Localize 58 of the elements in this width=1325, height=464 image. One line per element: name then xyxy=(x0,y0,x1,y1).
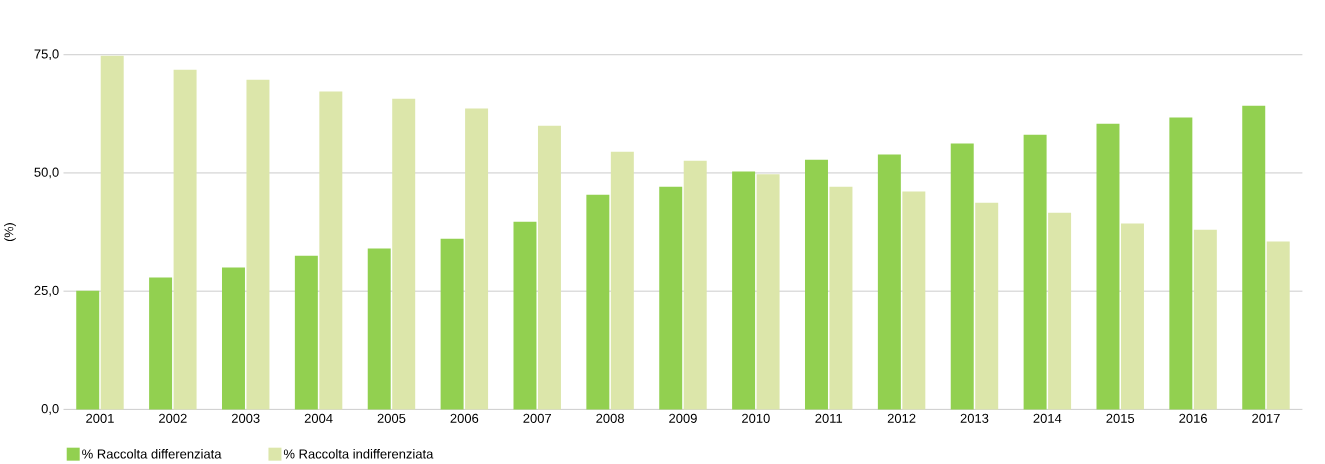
x-tick-label: 2010 xyxy=(742,413,770,423)
x-tick-label: 2011 xyxy=(815,413,843,423)
x-tick-label: 2005 xyxy=(377,413,406,423)
x-tick-label: 2007 xyxy=(523,413,552,423)
bar xyxy=(537,125,561,410)
bar xyxy=(465,108,489,410)
x-tick-label: 2002 xyxy=(159,413,187,423)
x-tick-label: 2016 xyxy=(1179,413,1207,423)
bar xyxy=(902,191,926,410)
bar xyxy=(319,91,343,410)
y-tick-label: 25,0 xyxy=(34,285,59,297)
bar xyxy=(100,55,124,410)
y-tick-label: 0,0 xyxy=(41,403,59,415)
bar xyxy=(610,151,634,410)
bar xyxy=(586,194,610,410)
bar xyxy=(294,255,318,410)
bar xyxy=(683,160,707,410)
x-tick-label: 2001 xyxy=(86,413,114,423)
y-tick-label: 50,0 xyxy=(34,167,59,179)
x-tick-label: 2004 xyxy=(304,413,333,423)
bar xyxy=(1242,105,1266,410)
bar xyxy=(659,186,683,410)
bar xyxy=(513,221,537,410)
bar xyxy=(975,202,999,410)
y-axis-title: (%) xyxy=(4,222,16,241)
bar xyxy=(1193,229,1217,410)
x-tick-label: 2009 xyxy=(669,413,697,423)
x-tick-label: 2015 xyxy=(1106,413,1135,423)
x-tick-label: 2017 xyxy=(1252,413,1280,423)
bar xyxy=(732,171,756,410)
bar xyxy=(1023,134,1047,410)
x-tick-label: 2012 xyxy=(887,413,916,423)
bar xyxy=(1096,123,1120,410)
legend-label: % Raccolta indifferenziata xyxy=(283,448,434,459)
bar xyxy=(877,154,901,410)
bar xyxy=(829,186,853,410)
bar xyxy=(221,267,245,410)
bar xyxy=(440,238,464,410)
bar xyxy=(1120,223,1144,410)
bar xyxy=(1266,241,1290,410)
bar xyxy=(392,98,416,410)
bar xyxy=(173,69,197,410)
x-tick-label: 2013 xyxy=(960,413,989,423)
bar xyxy=(149,277,173,410)
bar xyxy=(756,174,780,410)
x-tick-label: 2006 xyxy=(450,413,479,423)
x-tick-label: 2014 xyxy=(1033,413,1062,423)
bar xyxy=(1169,117,1193,410)
bar xyxy=(76,290,100,410)
legend-label: % Raccolta differenziata xyxy=(82,448,222,459)
x-tick-label: 2003 xyxy=(231,413,260,423)
bar xyxy=(246,79,270,410)
bar xyxy=(950,143,974,410)
bar xyxy=(367,248,391,410)
y-tick-label: 75,0 xyxy=(34,49,59,60)
x-tick-label: 2008 xyxy=(596,413,624,423)
bar xyxy=(1048,212,1072,410)
bar xyxy=(804,159,828,410)
